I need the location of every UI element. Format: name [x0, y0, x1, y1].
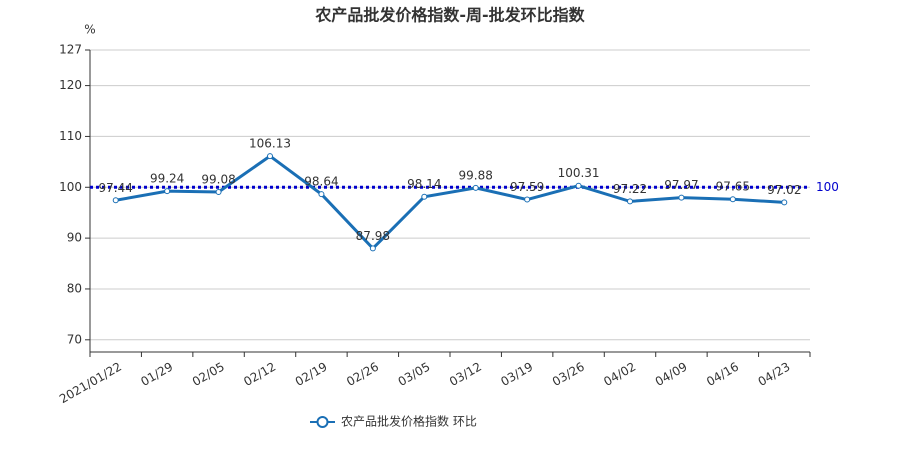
point	[318, 191, 325, 198]
data-label: 97.02	[767, 183, 801, 197]
point	[729, 196, 736, 203]
y-tick-label: 100	[59, 180, 82, 194]
point	[112, 197, 119, 204]
data-label: 97.44	[99, 181, 133, 195]
point	[164, 188, 171, 195]
data-label: 97.22	[613, 182, 647, 196]
point	[781, 199, 788, 206]
line	[115, 154, 785, 251]
data-label: 106.13	[249, 137, 291, 151]
point	[267, 153, 273, 160]
x-tick-label: 04/02	[601, 360, 638, 389]
x-tick-label: 2021/01/22	[57, 360, 124, 407]
x-tick-label: 03/19	[498, 360, 535, 389]
x-tick-label: 03/05	[396, 360, 433, 389]
data-label: 98.14	[407, 177, 441, 191]
y-tick-label: 70	[67, 332, 82, 346]
y-axis-label: %	[84, 23, 95, 37]
x-tick-label: 04/23	[756, 360, 793, 389]
y-tick-label: 110	[59, 129, 82, 143]
point	[215, 188, 222, 195]
y-tick-label: 80	[67, 281, 82, 295]
y-tick-label: 127	[59, 43, 82, 57]
point	[678, 194, 685, 201]
x-tick-label: 03/26	[550, 360, 587, 389]
data-label: 97.65	[716, 180, 750, 194]
chart-title: 农产品批发价格指数-周-批发环比指数	[314, 6, 585, 25]
point	[472, 184, 479, 191]
x-tick-label: 02/19	[293, 360, 330, 389]
x-tick-label: 04/16	[704, 360, 741, 389]
legend-marker	[316, 416, 329, 428]
point	[524, 196, 531, 203]
mark-line-label: 100	[816, 180, 839, 194]
data-label: 97.97	[664, 178, 698, 192]
data-label: 98.64	[304, 175, 338, 189]
point	[421, 193, 428, 200]
data-label: 99.24	[150, 172, 184, 186]
data-label: 99.88	[459, 168, 493, 182]
x-tick-label: 03/12	[447, 360, 484, 389]
x-tick-label: 02/26	[344, 360, 381, 389]
x-tick-label: 04/09	[653, 360, 690, 389]
data-label: 87.98	[356, 229, 390, 243]
point	[369, 245, 376, 252]
y-tick-label: 90	[67, 231, 82, 245]
data-label: 97.59	[510, 180, 544, 194]
y-tick-label: 120	[59, 78, 82, 92]
x-tick-label: 02/05	[190, 360, 227, 389]
x-tick-label: 02/12	[241, 360, 278, 389]
point	[575, 182, 582, 189]
data-label: 99.08	[201, 172, 235, 186]
data-label: 100.31	[558, 166, 600, 180]
x-tick-label: 01/29	[138, 360, 175, 389]
point	[627, 198, 633, 205]
legend-label: 农产品批发价格指数 环比	[341, 414, 477, 429]
